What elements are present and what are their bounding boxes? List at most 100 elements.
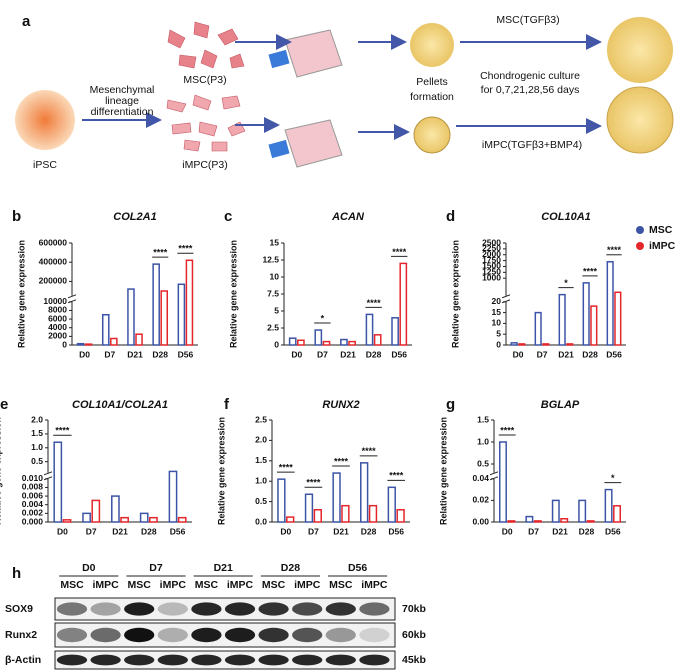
y-tick-label: 2250 xyxy=(482,243,501,253)
band xyxy=(124,654,155,666)
bar xyxy=(507,520,516,523)
band xyxy=(157,654,188,666)
y-tick-label: 0.5 xyxy=(255,496,267,506)
label: iPSC xyxy=(33,159,57,171)
bar xyxy=(139,512,149,523)
y-tick-label: 1000 xyxy=(482,272,501,282)
bar xyxy=(84,343,93,346)
significance-label: * xyxy=(611,473,615,483)
y-tick-label: 2.0 xyxy=(255,435,267,445)
y-tick-label: 0.006 xyxy=(22,490,44,500)
lane-label: iMPC xyxy=(160,579,187,591)
day-label: D56 xyxy=(348,562,367,574)
x-tick-label: D28 xyxy=(579,526,595,536)
size-label: 60kb xyxy=(402,629,426,641)
bar xyxy=(341,504,350,523)
band xyxy=(90,654,121,666)
panel-letter: c xyxy=(224,208,232,225)
bar xyxy=(152,263,160,346)
x-tick-label: D56 xyxy=(170,526,186,536)
band xyxy=(224,654,256,666)
band xyxy=(292,602,323,616)
bar xyxy=(168,470,178,523)
x-tick-label: D0 xyxy=(513,349,524,359)
bar xyxy=(297,339,305,346)
band xyxy=(157,627,188,643)
band xyxy=(191,654,222,666)
y-tick-label: 1500 xyxy=(482,261,501,271)
bar xyxy=(533,520,542,523)
y-axis-label: Relative gene expression xyxy=(0,417,2,525)
band xyxy=(292,654,323,666)
x-tick-label: D0 xyxy=(280,526,291,536)
band xyxy=(157,602,188,616)
panel-letter: d xyxy=(446,208,455,225)
bar xyxy=(135,333,143,346)
bar xyxy=(582,282,590,346)
impc-cells xyxy=(166,94,246,152)
y-tick-label: 400000 xyxy=(39,256,68,266)
bar xyxy=(510,342,518,346)
x-tick-label: D56 xyxy=(606,349,622,359)
panel-letter: h xyxy=(12,565,21,582)
significance-label: **** xyxy=(55,426,70,436)
band xyxy=(359,627,390,643)
bar xyxy=(177,516,187,523)
y-tick-label: 1750 xyxy=(482,255,501,265)
y-tick-label: 4000 xyxy=(48,322,67,332)
bar xyxy=(120,516,129,523)
bar xyxy=(590,305,598,346)
y-tick-label: 5 xyxy=(496,328,501,338)
pellet xyxy=(413,116,451,154)
legend-label: MSC xyxy=(649,224,673,236)
day-label: D7 xyxy=(149,562,163,574)
band xyxy=(191,602,222,616)
y-tick-label: 200000 xyxy=(39,276,68,286)
significance-label: **** xyxy=(334,456,349,466)
band xyxy=(90,602,121,616)
y-tick-label: 2.5 xyxy=(267,322,279,332)
significance-label: **** xyxy=(367,298,382,308)
y-tick-label: 0.010 xyxy=(22,473,44,483)
x-tick-label: D0 xyxy=(291,349,302,359)
bar xyxy=(387,486,396,523)
y-tick-label: 8000 xyxy=(48,305,67,315)
chart-title: COL10A1 xyxy=(541,211,591,223)
lane-label: iMPC xyxy=(294,579,321,591)
day-label: D28 xyxy=(281,562,300,574)
protein-label: SOX9 xyxy=(5,603,33,615)
y-tick-label: 15 xyxy=(492,307,502,317)
lane-label: MSC xyxy=(60,579,84,591)
bar xyxy=(365,313,374,346)
significance-label: **** xyxy=(306,478,321,488)
bar xyxy=(127,288,135,346)
x-tick-label: D28 xyxy=(141,526,157,536)
label: Mesenchymal xyxy=(90,84,155,96)
bar xyxy=(606,261,614,346)
bar xyxy=(499,441,507,523)
label: lineage xyxy=(105,95,139,107)
x-tick-label: D7 xyxy=(308,526,319,536)
bar xyxy=(373,334,382,346)
legend-marker xyxy=(636,242,644,250)
bar xyxy=(177,283,186,346)
significance-label: **** xyxy=(607,245,622,255)
x-tick-label: D7 xyxy=(86,526,97,536)
panel-letter: a xyxy=(22,13,31,30)
panel-letter: g xyxy=(446,396,455,413)
x-tick-label: D28 xyxy=(366,349,382,359)
bar xyxy=(149,516,158,523)
x-tick-label: D7 xyxy=(104,349,115,359)
y-tick-label: 0 xyxy=(62,339,67,349)
x-tick-label: D7 xyxy=(528,526,539,536)
band xyxy=(258,654,289,666)
bar xyxy=(160,290,169,346)
significance-label: **** xyxy=(153,247,168,257)
band xyxy=(359,602,390,616)
cartilage-pellet xyxy=(607,17,673,83)
significance-label: * xyxy=(564,278,568,288)
band xyxy=(56,654,88,666)
lane-label: MSC xyxy=(262,579,286,591)
x-tick-label: D28 xyxy=(361,526,377,536)
y-tick-label: 600000 xyxy=(39,237,68,247)
